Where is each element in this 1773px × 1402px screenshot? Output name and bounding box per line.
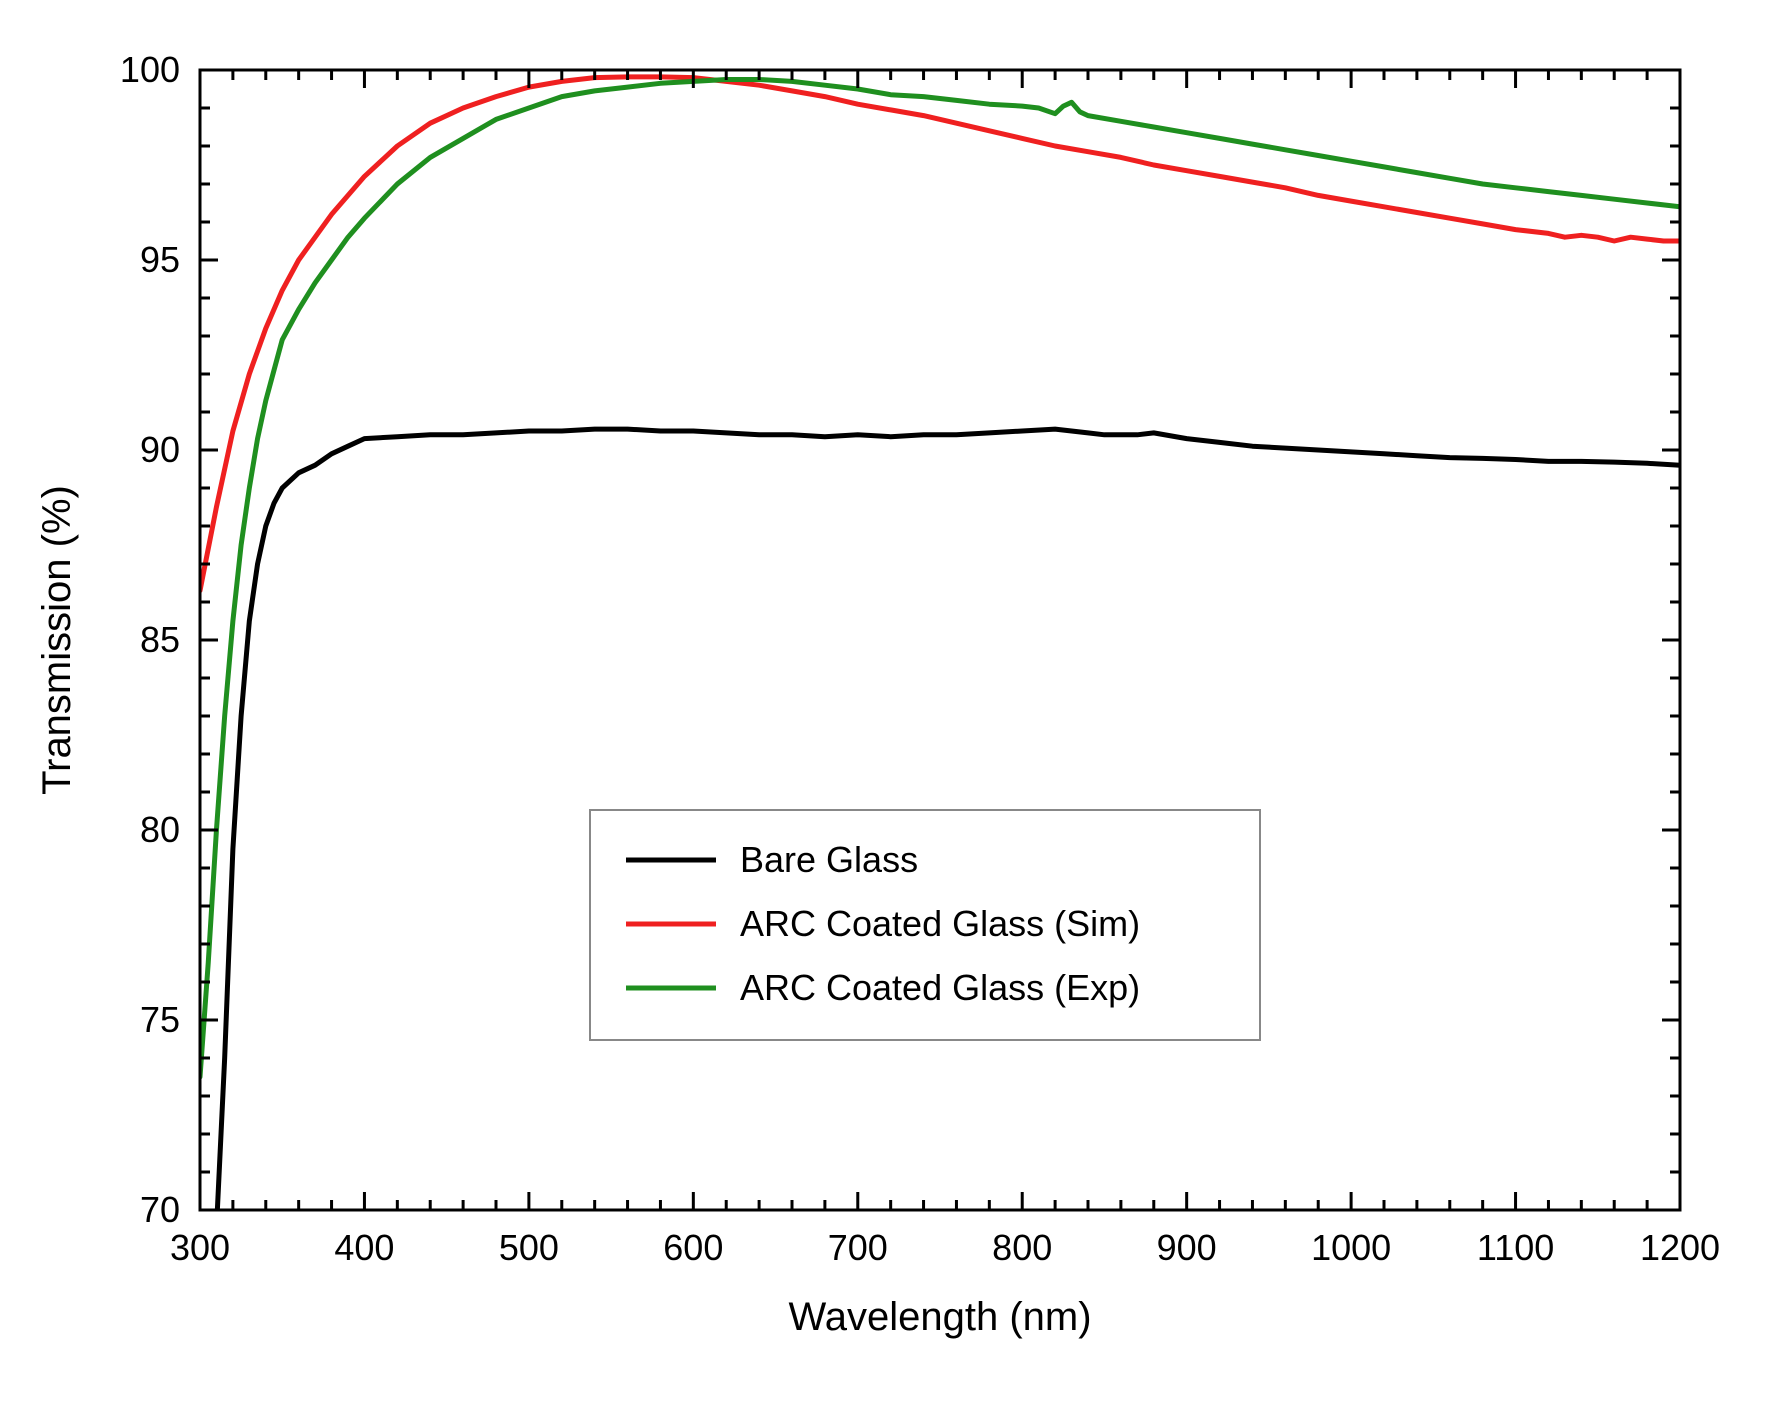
y-tick-label: 95 (140, 239, 180, 280)
transmission-chart: 300 400 500 600 700 800 900 1000 1100 1200 70 75 80 8… (0, 0, 1773, 1402)
y-tick-label: 80 (140, 809, 180, 850)
x-tick-label: 400 (334, 1227, 394, 1268)
x-axis-label: Wavelength (nm) (788, 1295, 1091, 1339)
x-tick-label: 700 (828, 1227, 888, 1268)
legend: Bare Glass ARC Coated Glass (Sim) ARC Coat… (590, 810, 1260, 1040)
x-tick-label: 800 (992, 1227, 1052, 1268)
y-tick-label: 90 (140, 429, 180, 470)
y-tick-label: 85 (140, 619, 180, 660)
y-tick-label: 70 (140, 1189, 180, 1230)
chart-container: 300 400 500 600 700 800 900 1000 1100 1200 70 75 80 8… (0, 0, 1773, 1402)
x-tick-label: 600 (663, 1227, 723, 1268)
y-tick-label: 75 (140, 999, 180, 1040)
x-tick-label: 500 (499, 1227, 559, 1268)
x-tick-label: 1000 (1311, 1227, 1391, 1268)
y-tick-label: 100 (120, 49, 180, 90)
x-tick-label: 1200 (1640, 1227, 1720, 1268)
legend-label: ARC Coated Glass (Exp) (740, 967, 1140, 1008)
x-tick-label: 300 (170, 1227, 230, 1268)
y-axis-label: Transmission (%) (35, 485, 79, 795)
legend-label: ARC Coated Glass (Sim) (740, 903, 1140, 944)
x-tick-label: 1100 (1477, 1227, 1554, 1268)
x-tick-label: 900 (1157, 1227, 1217, 1268)
legend-label: Bare Glass (740, 839, 918, 880)
